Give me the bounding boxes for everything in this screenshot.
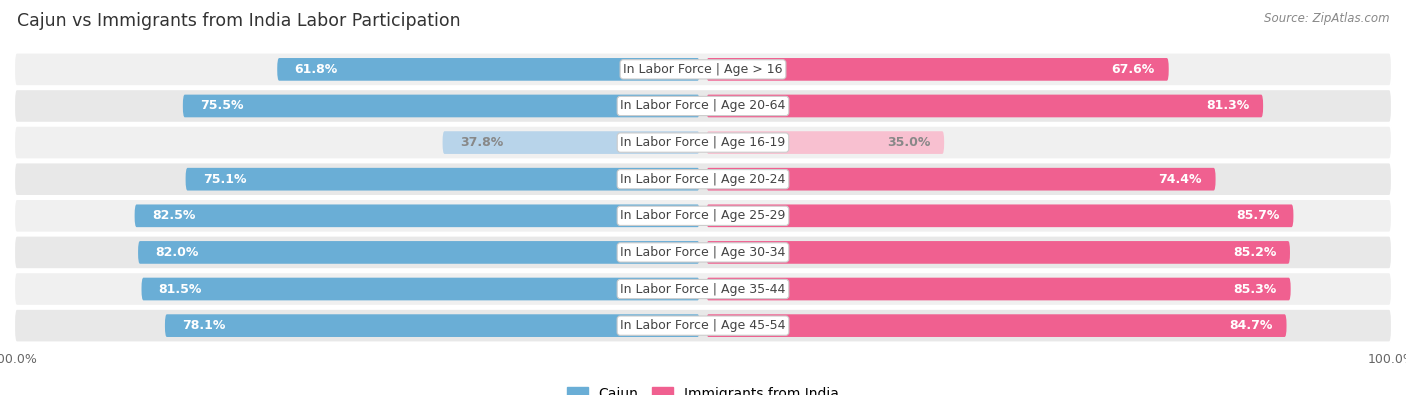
Text: In Labor Force | Age 35-44: In Labor Force | Age 35-44 xyxy=(620,282,786,295)
Text: 67.6%: 67.6% xyxy=(1112,63,1154,76)
Text: 75.1%: 75.1% xyxy=(202,173,246,186)
FancyBboxPatch shape xyxy=(14,272,1392,306)
FancyBboxPatch shape xyxy=(14,53,1392,86)
Text: Cajun vs Immigrants from India Labor Participation: Cajun vs Immigrants from India Labor Par… xyxy=(17,12,461,30)
Text: 81.3%: 81.3% xyxy=(1206,100,1250,113)
Text: Source: ZipAtlas.com: Source: ZipAtlas.com xyxy=(1264,12,1389,25)
FancyBboxPatch shape xyxy=(14,126,1392,160)
Text: 85.7%: 85.7% xyxy=(1236,209,1279,222)
FancyBboxPatch shape xyxy=(277,58,700,81)
FancyBboxPatch shape xyxy=(142,278,700,300)
Text: 74.4%: 74.4% xyxy=(1159,173,1202,186)
FancyBboxPatch shape xyxy=(183,95,700,117)
Text: 37.8%: 37.8% xyxy=(460,136,503,149)
FancyBboxPatch shape xyxy=(706,241,1289,264)
Text: 61.8%: 61.8% xyxy=(294,63,337,76)
Text: 81.5%: 81.5% xyxy=(159,282,202,295)
FancyBboxPatch shape xyxy=(14,89,1392,123)
Text: In Labor Force | Age 16-19: In Labor Force | Age 16-19 xyxy=(620,136,786,149)
Text: 75.5%: 75.5% xyxy=(200,100,243,113)
FancyBboxPatch shape xyxy=(138,241,700,264)
FancyBboxPatch shape xyxy=(706,131,945,154)
Text: In Labor Force | Age 25-29: In Labor Force | Age 25-29 xyxy=(620,209,786,222)
Text: 85.3%: 85.3% xyxy=(1233,282,1277,295)
FancyBboxPatch shape xyxy=(14,199,1392,233)
FancyBboxPatch shape xyxy=(443,131,700,154)
FancyBboxPatch shape xyxy=(706,278,1291,300)
Text: 78.1%: 78.1% xyxy=(183,319,225,332)
FancyBboxPatch shape xyxy=(706,95,1263,117)
Text: 82.5%: 82.5% xyxy=(152,209,195,222)
FancyBboxPatch shape xyxy=(706,205,1294,227)
FancyBboxPatch shape xyxy=(186,168,700,190)
Legend: Cajun, Immigrants from India: Cajun, Immigrants from India xyxy=(561,382,845,395)
FancyBboxPatch shape xyxy=(706,314,1286,337)
FancyBboxPatch shape xyxy=(14,309,1392,342)
FancyBboxPatch shape xyxy=(14,235,1392,269)
FancyBboxPatch shape xyxy=(14,162,1392,196)
Text: 82.0%: 82.0% xyxy=(155,246,198,259)
Text: In Labor Force | Age 45-54: In Labor Force | Age 45-54 xyxy=(620,319,786,332)
Text: 84.7%: 84.7% xyxy=(1229,319,1272,332)
Text: In Labor Force | Age 30-34: In Labor Force | Age 30-34 xyxy=(620,246,786,259)
Text: In Labor Force | Age > 16: In Labor Force | Age > 16 xyxy=(623,63,783,76)
FancyBboxPatch shape xyxy=(135,205,700,227)
Text: 85.2%: 85.2% xyxy=(1233,246,1277,259)
Text: 35.0%: 35.0% xyxy=(887,136,931,149)
Text: In Labor Force | Age 20-24: In Labor Force | Age 20-24 xyxy=(620,173,786,186)
Text: In Labor Force | Age 20-64: In Labor Force | Age 20-64 xyxy=(620,100,786,113)
FancyBboxPatch shape xyxy=(165,314,700,337)
FancyBboxPatch shape xyxy=(706,168,1216,190)
FancyBboxPatch shape xyxy=(706,58,1168,81)
